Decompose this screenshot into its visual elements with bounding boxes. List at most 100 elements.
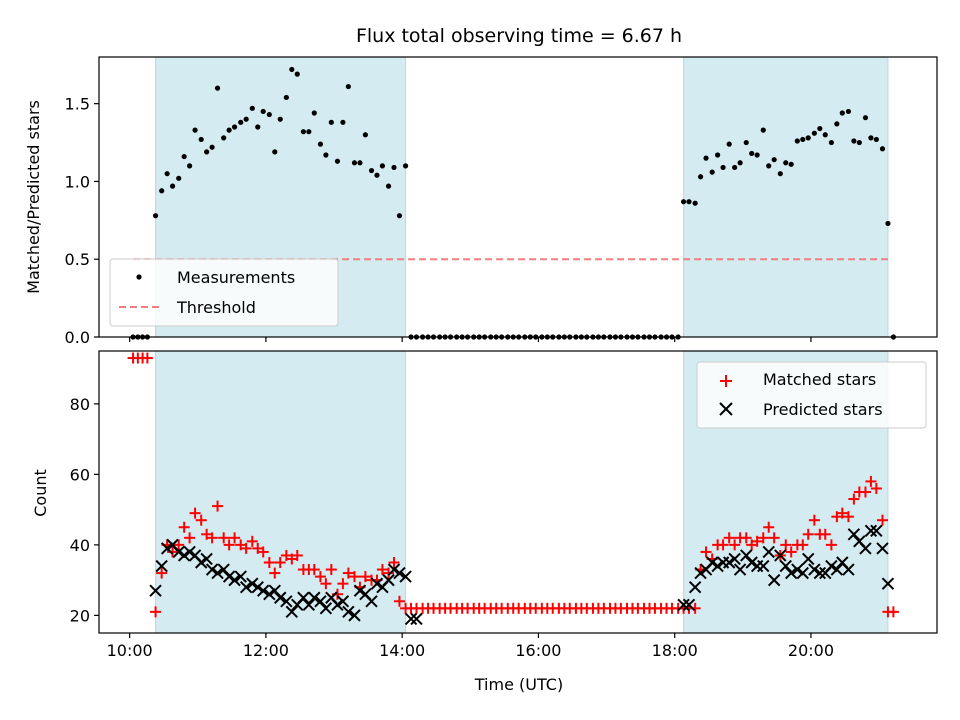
marker-stroke [183,545,196,559]
matched-star-marker [757,532,769,544]
x-tick-label: 18:00 [652,641,698,660]
matched-star-marker [325,564,337,576]
matched-star-marker [156,567,168,579]
measurement-point [277,116,283,122]
matched-star-marker [723,532,735,544]
marker-stroke [285,605,299,619]
predicted-star-marker [796,566,809,580]
predicted-star-marker [870,524,883,537]
measurement-point [255,124,261,130]
measurement-point [357,160,363,166]
measurement-point [828,139,834,146]
marker-stroke [864,524,878,537]
measurement-point [345,83,351,90]
predicted-star-marker [802,552,815,566]
marker-stroke [774,549,787,562]
measurement-point [697,174,704,180]
measurement-point [720,164,726,171]
measurement-point [771,157,777,163]
legend-threshold-label: Threshold [176,298,256,317]
legend-predicted-marker [719,402,733,416]
marker-stroke [830,563,844,576]
matched-star-marker [393,595,405,607]
measurement-point [204,149,210,155]
measurement-point [243,116,249,122]
matched-star-marker [825,539,837,551]
bottom-y-ticks: 20 40 60 80 [70,395,99,625]
predicted-star-marker [694,566,707,580]
marker-stroke [268,584,281,597]
predicted-star-marker [222,570,236,583]
measurement-point [214,85,221,91]
measurement-point [379,163,386,169]
predicted-star-marker [251,580,264,594]
measurement-point [289,66,295,73]
marker-stroke [331,598,344,612]
marker-stroke [791,563,804,576]
predicted-star-marker [876,542,889,555]
matched-star-marker [141,352,153,364]
marker-stroke [172,545,185,559]
y-tick-label: 0.0 [65,328,90,347]
measurement-point [317,141,324,147]
matched-star-marker [291,549,303,561]
measurement-point [845,108,852,115]
bottom-y-axis-label: Count [31,469,50,517]
marker-stroke [677,598,690,612]
legend-predicted-label: Predicted stars [763,400,883,419]
measurement-point [192,127,198,133]
predicted-star-marker [365,595,378,608]
measurement-point [851,138,857,144]
y-tick-label: 20 [70,606,90,625]
marker-stroke [217,563,230,576]
measurement-point [340,119,346,125]
marker-stroke [280,595,293,608]
measurement-point [834,121,840,127]
marker-stroke [222,570,236,583]
top-x-ticks [129,337,812,342]
marker-stroke [234,570,247,583]
predicted-star-marker [757,559,770,573]
marker-stroke [802,552,815,566]
matched-star-marker [195,514,207,526]
predicted-star-marker [842,563,855,576]
marker-stroke [881,577,895,590]
marker-stroke [155,559,168,573]
predicted-star-marker [859,542,872,555]
predicted-star-marker [342,605,355,619]
matched-star-marker [836,507,848,519]
marker-stroke [387,563,401,576]
matched-star-marker [178,521,190,533]
measurement-point [396,213,403,219]
matched-star-marker [173,539,185,551]
measurement-point [726,141,732,147]
measurement-point [811,130,817,136]
measurement-point [805,135,811,141]
marker-stroke [263,588,276,601]
marker-stroke [314,595,327,608]
marker-stroke [336,595,350,608]
marker-stroke [705,556,719,569]
marker-stroke [393,566,406,580]
marker-stroke [166,538,179,552]
matched-star-marker [342,567,354,579]
measurement-point [783,160,789,166]
marker-stroke [353,584,367,597]
marker-stroke [256,584,270,597]
measurement-point [266,111,272,118]
matched-star-marker [383,567,395,579]
marker-stroke [211,566,224,580]
measurement-point [703,155,709,161]
measurement-point [272,149,278,155]
matched-star-marker [218,532,230,544]
measurement-point [754,152,760,158]
predicted-star-marker [728,552,741,566]
predicted-star-marker [285,605,299,619]
matched-star-marker [150,606,162,618]
measurement-point [715,152,721,158]
matched-star-marker [887,606,899,618]
top-axes-frame [98,56,938,338]
matched-star-marker [314,571,326,583]
marker-stroke [682,598,696,612]
